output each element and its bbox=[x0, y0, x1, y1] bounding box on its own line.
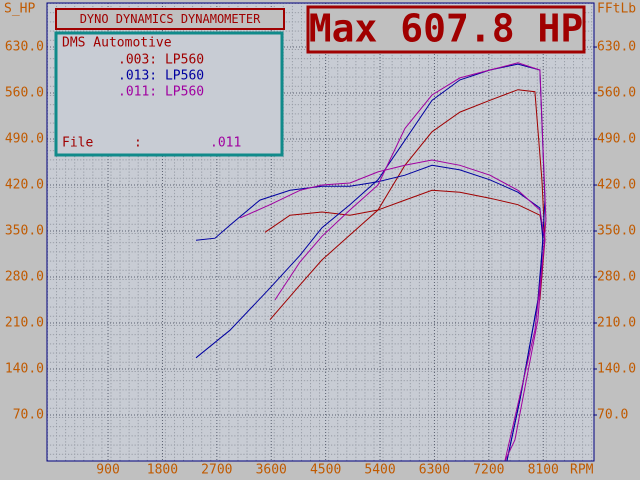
legend-entry: .003: LP560 bbox=[118, 53, 204, 68]
header-box bbox=[55, 8, 285, 30]
y-tick-label: 560.0 bbox=[5, 86, 44, 101]
legend-title: DMS Automotive bbox=[62, 36, 172, 51]
file-separator: : bbox=[134, 136, 142, 151]
torque-curve bbox=[264, 189, 546, 241]
legend-box bbox=[54, 31, 284, 157]
y2-tick-label: 140.0 bbox=[597, 362, 636, 377]
y2-tick-label: 350.0 bbox=[597, 224, 636, 239]
y2-tick-label: 490.0 bbox=[597, 132, 636, 147]
y2-tick-label: 630.0 bbox=[597, 40, 636, 55]
file-value: .011 bbox=[210, 136, 241, 151]
x-tick-label: 7200 bbox=[473, 463, 504, 478]
x-tick-label: 3600 bbox=[256, 463, 287, 478]
max-power: Max 607.8 HP bbox=[309, 7, 584, 51]
x-tick-label: 1800 bbox=[147, 463, 178, 478]
torque-curve bbox=[195, 164, 544, 462]
legend-entry: .011: LP560 bbox=[118, 85, 204, 100]
x-axis-label: RPM bbox=[570, 463, 594, 478]
power-curve bbox=[274, 62, 547, 462]
y2-axis-label: FFtLb bbox=[597, 2, 636, 17]
x-tick-label: 6300 bbox=[419, 463, 450, 478]
max-box bbox=[306, 5, 586, 54]
file-label: File bbox=[62, 136, 93, 151]
x-tick-label: 8100 bbox=[528, 463, 559, 478]
y-tick-label: 630.0 bbox=[5, 40, 44, 55]
y-axis-label: S_HP bbox=[4, 2, 35, 17]
y-tick-label: 490.0 bbox=[5, 132, 44, 147]
y-tick-label: 210.0 bbox=[5, 316, 44, 331]
plot-frame bbox=[46, 2, 595, 462]
y2-tick-label: 210.0 bbox=[597, 316, 636, 331]
header: DYNO DYNAMICS DYNAMOMETER bbox=[80, 12, 261, 26]
torque-curve bbox=[239, 159, 546, 462]
y-tick-label: 140.0 bbox=[5, 362, 44, 377]
x-tick-label: 2700 bbox=[201, 463, 232, 478]
y2-tick-label: 70.0 bbox=[597, 408, 628, 423]
power-curve bbox=[269, 89, 546, 321]
y2-tick-label: 280.0 bbox=[597, 270, 636, 285]
y-tick-label: 70.0 bbox=[13, 408, 44, 423]
y2-tick-label: 420.0 bbox=[597, 178, 636, 193]
y-tick-label: 280.0 bbox=[5, 270, 44, 285]
y2-tick-label: 560.0 bbox=[597, 86, 636, 101]
x-tick-label: 900 bbox=[96, 463, 119, 478]
y-tick-label: 420.0 bbox=[5, 178, 44, 193]
y-tick-label: 350.0 bbox=[5, 224, 44, 239]
x-tick-label: 4500 bbox=[310, 463, 341, 478]
legend-entry: .013: LP560 bbox=[118, 69, 204, 84]
x-tick-label: 5400 bbox=[364, 463, 395, 478]
